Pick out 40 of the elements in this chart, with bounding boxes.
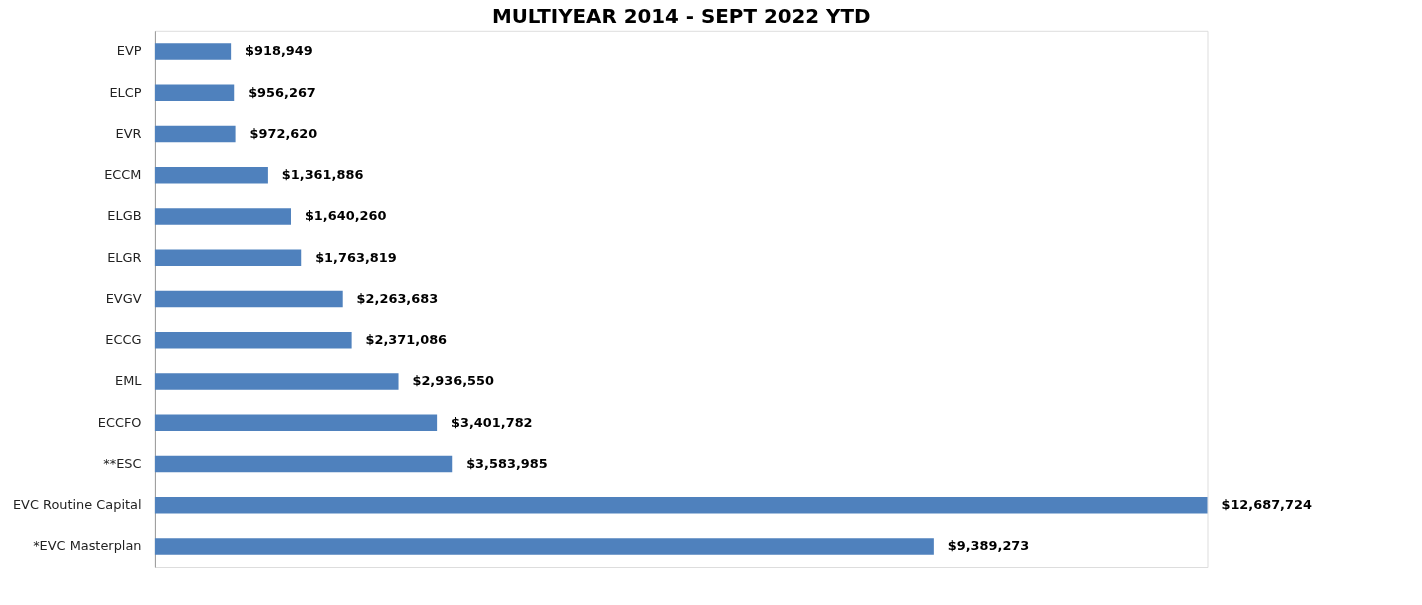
data-label: $2,263,683 (356, 290, 439, 306)
data-label: $3,583,985 (466, 455, 548, 471)
data-label: $12,687,724 (1221, 497, 1312, 513)
data-label: $9,389,273 (947, 538, 1030, 554)
y-tick-label: EVR (115, 125, 142, 141)
bar (154, 455, 453, 473)
bar (154, 208, 291, 225)
chart-title: MULTIYEAR 2014 - SEPT 2022 YTD (491, 4, 871, 28)
bar (154, 331, 352, 349)
bar (154, 414, 438, 431)
data-label: $1,640,260 (304, 208, 387, 224)
y-tick-label: ELGB (107, 208, 142, 224)
y-tick-label: ELCP (109, 84, 142, 100)
y-tick-label: *EVC Masterplan (33, 538, 142, 554)
bar (154, 43, 232, 60)
bar (154, 538, 934, 555)
y-tick-label: **ESC (103, 455, 142, 471)
data-label: $956,267 (248, 84, 316, 100)
bar (154, 373, 399, 390)
bar (154, 249, 302, 266)
y-tick-label: EVP (116, 43, 142, 59)
data-label: $1,763,819 (315, 249, 397, 265)
data-label: $2,371,086 (365, 332, 448, 348)
data-label: $2,936,550 (412, 373, 495, 389)
bar (154, 84, 235, 101)
data-label: $918,949 (245, 43, 313, 59)
y-tick-label: EML (115, 373, 143, 389)
y-tick-label: ELGR (107, 249, 142, 265)
bar (154, 125, 236, 143)
y-tick-label: EVC Routine Capital (12, 497, 142, 513)
y-tick-label: EVGV (105, 290, 142, 306)
bar (154, 290, 343, 308)
data-label: $1,361,886 (281, 167, 364, 183)
data-label: $972,620 (249, 125, 318, 141)
y-tick-label: ECCM (104, 167, 142, 183)
y-tick-label: ECCFO (97, 414, 142, 430)
bar (154, 166, 268, 184)
data-label: $3,401,782 (451, 414, 533, 430)
bar (154, 496, 1208, 514)
y-tick-label: ECCG (105, 332, 142, 348)
